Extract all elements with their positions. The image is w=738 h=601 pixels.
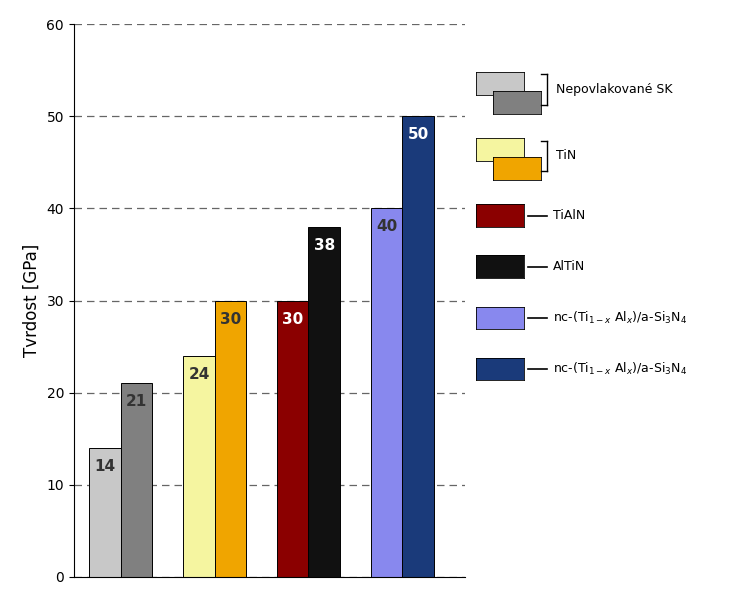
Text: 21: 21 — [125, 394, 147, 409]
Bar — [89, 448, 121, 577]
Bar — [215, 300, 246, 577]
Bar — [308, 227, 339, 577]
Text: AlTiN: AlTiN — [553, 260, 585, 273]
Text: TiAlN: TiAlN — [553, 209, 585, 222]
Bar — [402, 116, 434, 577]
Text: nc-(Ti$_{1-x}$ Al$_x$)/a-Si$_3$N$_4$: nc-(Ti$_{1-x}$ Al$_x$)/a-Si$_3$N$_4$ — [553, 310, 687, 326]
Text: 38: 38 — [314, 238, 335, 253]
Text: TiN: TiN — [556, 149, 576, 162]
Bar — [121, 383, 152, 577]
Text: Nepovlakované SK: Nepovlakované SK — [556, 83, 672, 96]
Bar — [277, 300, 308, 577]
Text: 24: 24 — [188, 367, 210, 382]
Bar — [371, 209, 402, 577]
Text: 30: 30 — [220, 311, 241, 326]
Text: 50: 50 — [407, 127, 429, 142]
Bar — [183, 356, 215, 577]
Y-axis label: Tvrdost [GPa]: Tvrdost [GPa] — [23, 244, 41, 357]
Text: 40: 40 — [376, 219, 397, 234]
Text: nc-(Ti$_{1-x}$ Al$_x$)/a-Si$_3$N$_4$: nc-(Ti$_{1-x}$ Al$_x$)/a-Si$_3$N$_4$ — [553, 361, 687, 377]
Text: 30: 30 — [282, 311, 303, 326]
Text: 14: 14 — [94, 459, 116, 474]
